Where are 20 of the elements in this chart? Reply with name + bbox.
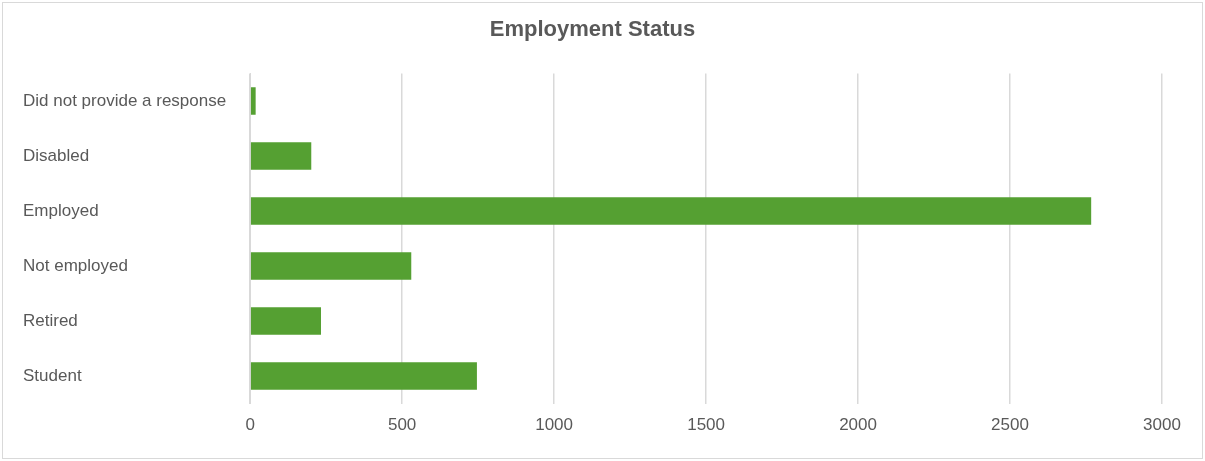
bar	[250, 307, 321, 335]
x-tick-label: 3000	[1143, 415, 1181, 435]
x-tick-label: 2500	[991, 415, 1029, 435]
y-tick-label: Disabled	[23, 145, 90, 165]
x-tick-label: 500	[387, 415, 417, 435]
y-tick-label: Student	[23, 365, 82, 385]
bar	[250, 87, 256, 115]
bar	[250, 197, 1092, 225]
x-tick-label: 1000	[535, 415, 574, 435]
x-tick-label: 2000	[839, 415, 877, 435]
y-tick-label: Did not provide a response	[23, 90, 227, 110]
x-tick-label: 1500	[687, 415, 725, 435]
y-tick-label: Not employed	[23, 255, 128, 275]
chart-title: Employment Status	[489, 16, 696, 42]
y-tick-label: Retired	[23, 310, 78, 330]
y-tick-label: Employed	[23, 200, 99, 220]
x-tick-label: 0	[245, 415, 255, 435]
bar	[250, 142, 312, 170]
bar	[250, 252, 412, 280]
bar	[250, 362, 477, 390]
